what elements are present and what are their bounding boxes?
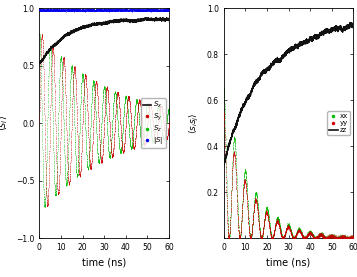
Y-axis label: $\langle s_i \rangle$: $\langle s_i \rangle$	[0, 115, 10, 131]
Legend: $S_x$, $S_y$, $S_z$, $|S|$: $S_x$, $S_y$, $S_z$, $|S|$	[141, 98, 166, 148]
Y-axis label: $\langle s_i s_j \rangle$: $\langle s_i s_j \rangle$	[188, 112, 201, 134]
X-axis label: time (ns): time (ns)	[266, 258, 311, 268]
X-axis label: time (ns): time (ns)	[82, 258, 126, 268]
Legend: xx, yy, zz: xx, yy, zz	[327, 111, 350, 135]
